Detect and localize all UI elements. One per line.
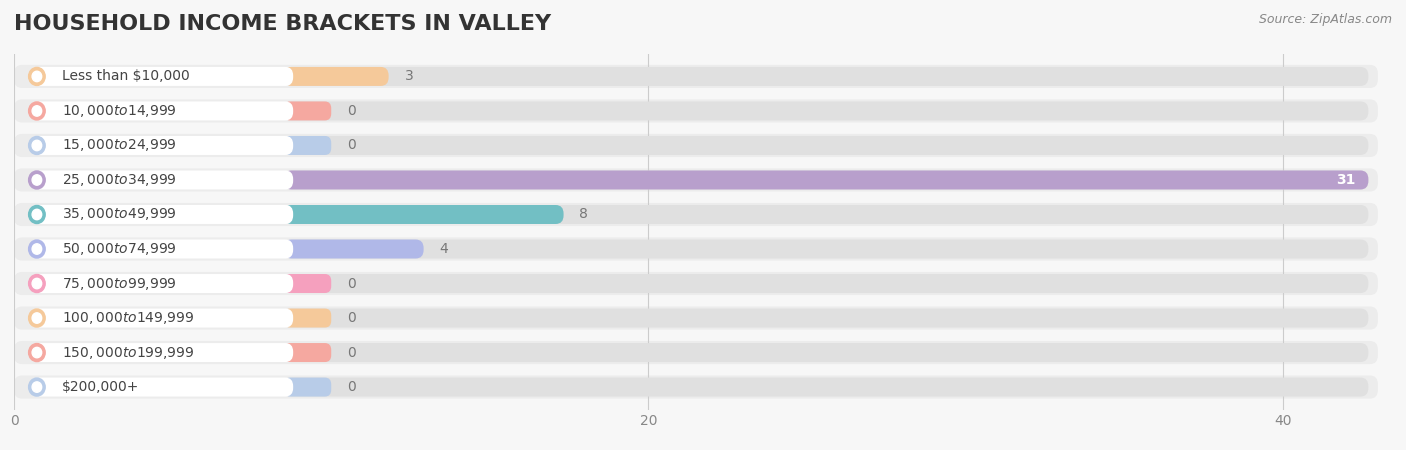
FancyBboxPatch shape — [284, 239, 423, 258]
Circle shape — [32, 140, 42, 151]
FancyBboxPatch shape — [14, 341, 1378, 364]
Circle shape — [32, 209, 42, 220]
FancyBboxPatch shape — [30, 378, 294, 396]
FancyBboxPatch shape — [30, 239, 294, 258]
FancyBboxPatch shape — [14, 272, 1378, 295]
FancyBboxPatch shape — [30, 101, 294, 121]
Circle shape — [28, 102, 45, 120]
Circle shape — [32, 313, 42, 323]
Text: 4: 4 — [440, 242, 449, 256]
Text: 0: 0 — [347, 276, 356, 291]
Circle shape — [28, 343, 45, 361]
FancyBboxPatch shape — [30, 274, 294, 293]
FancyBboxPatch shape — [14, 99, 1378, 122]
Text: Source: ZipAtlas.com: Source: ZipAtlas.com — [1258, 14, 1392, 27]
FancyBboxPatch shape — [284, 101, 332, 121]
FancyBboxPatch shape — [284, 274, 1368, 293]
FancyBboxPatch shape — [284, 101, 1368, 121]
Text: $35,000 to $49,999: $35,000 to $49,999 — [62, 207, 176, 222]
FancyBboxPatch shape — [284, 343, 332, 362]
Circle shape — [28, 171, 45, 189]
Circle shape — [32, 106, 42, 116]
FancyBboxPatch shape — [284, 309, 332, 328]
FancyBboxPatch shape — [284, 274, 332, 293]
Text: $150,000 to $199,999: $150,000 to $199,999 — [62, 345, 194, 360]
FancyBboxPatch shape — [284, 378, 1368, 396]
FancyBboxPatch shape — [30, 136, 294, 155]
FancyBboxPatch shape — [30, 67, 294, 86]
Text: 3: 3 — [405, 69, 413, 83]
FancyBboxPatch shape — [284, 136, 332, 155]
FancyBboxPatch shape — [30, 309, 294, 328]
FancyBboxPatch shape — [14, 203, 1378, 226]
FancyBboxPatch shape — [14, 306, 1378, 329]
FancyBboxPatch shape — [284, 171, 1368, 189]
Circle shape — [28, 240, 45, 258]
Circle shape — [32, 71, 42, 81]
Circle shape — [28, 136, 45, 154]
Circle shape — [32, 244, 42, 254]
Text: 8: 8 — [579, 207, 588, 221]
FancyBboxPatch shape — [284, 205, 1368, 224]
Text: 0: 0 — [347, 139, 356, 153]
FancyBboxPatch shape — [284, 205, 564, 224]
Circle shape — [32, 382, 42, 392]
FancyBboxPatch shape — [14, 65, 1378, 88]
Text: 0: 0 — [347, 380, 356, 394]
Circle shape — [28, 309, 45, 327]
Circle shape — [28, 68, 45, 86]
Circle shape — [28, 206, 45, 224]
FancyBboxPatch shape — [284, 67, 1368, 86]
FancyBboxPatch shape — [14, 168, 1378, 192]
FancyBboxPatch shape — [284, 378, 332, 396]
Text: $50,000 to $74,999: $50,000 to $74,999 — [62, 241, 176, 257]
Text: HOUSEHOLD INCOME BRACKETS IN VALLEY: HOUSEHOLD INCOME BRACKETS IN VALLEY — [14, 14, 551, 33]
FancyBboxPatch shape — [30, 171, 294, 189]
Text: 0: 0 — [347, 104, 356, 118]
FancyBboxPatch shape — [284, 239, 1368, 258]
Circle shape — [28, 378, 45, 396]
FancyBboxPatch shape — [14, 134, 1378, 157]
FancyBboxPatch shape — [284, 171, 1368, 189]
FancyBboxPatch shape — [14, 375, 1378, 399]
Text: $25,000 to $34,999: $25,000 to $34,999 — [62, 172, 176, 188]
FancyBboxPatch shape — [30, 343, 294, 362]
Text: 0: 0 — [347, 346, 356, 360]
Text: $10,000 to $14,999: $10,000 to $14,999 — [62, 103, 176, 119]
Text: 0: 0 — [347, 311, 356, 325]
FancyBboxPatch shape — [284, 309, 1368, 328]
FancyBboxPatch shape — [284, 343, 1368, 362]
Circle shape — [32, 278, 42, 289]
Circle shape — [32, 175, 42, 185]
Circle shape — [32, 347, 42, 358]
Text: $15,000 to $24,999: $15,000 to $24,999 — [62, 137, 176, 153]
FancyBboxPatch shape — [30, 205, 294, 224]
FancyBboxPatch shape — [284, 136, 1368, 155]
FancyBboxPatch shape — [14, 238, 1378, 261]
Text: 31: 31 — [1336, 173, 1355, 187]
Text: $100,000 to $149,999: $100,000 to $149,999 — [62, 310, 194, 326]
Text: $200,000+: $200,000+ — [62, 380, 139, 394]
FancyBboxPatch shape — [284, 67, 388, 86]
Text: Less than $10,000: Less than $10,000 — [62, 69, 190, 83]
Circle shape — [28, 274, 45, 292]
Text: $75,000 to $99,999: $75,000 to $99,999 — [62, 275, 176, 292]
